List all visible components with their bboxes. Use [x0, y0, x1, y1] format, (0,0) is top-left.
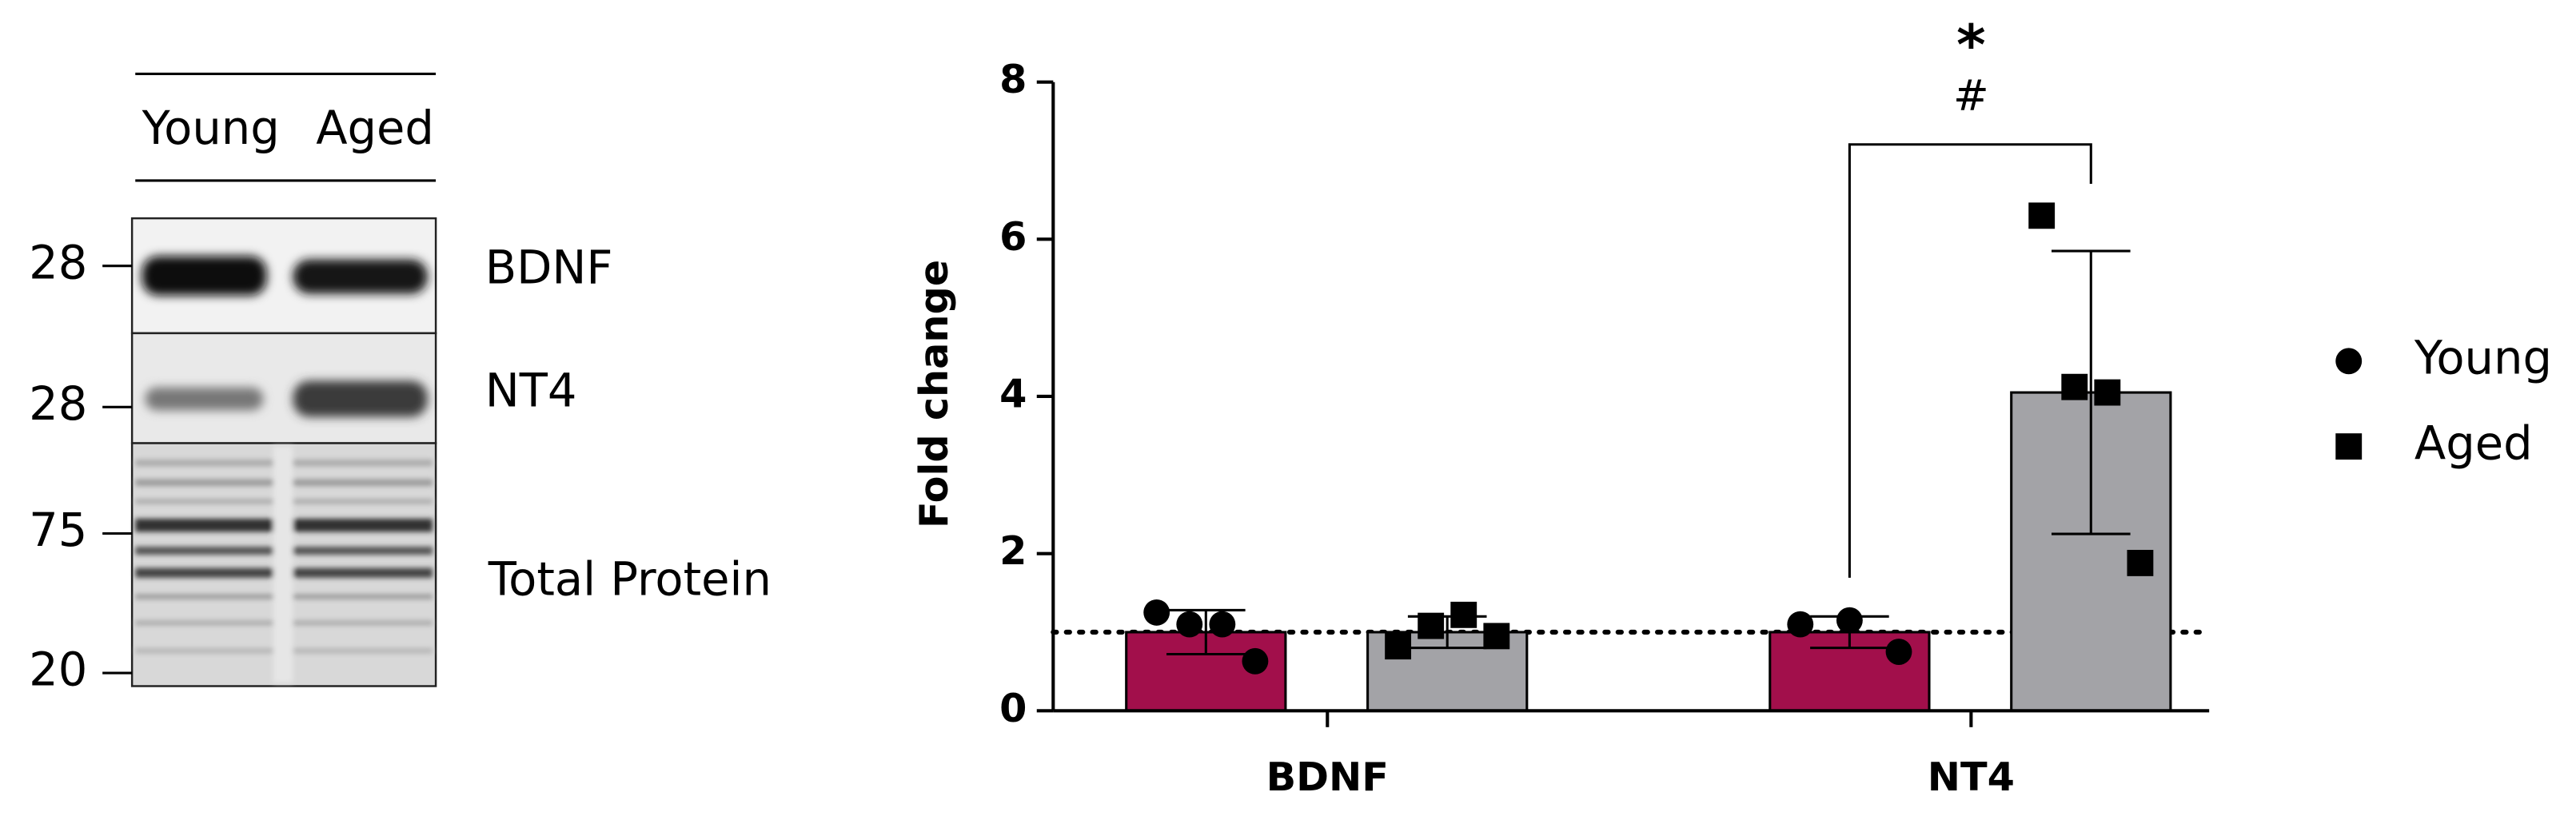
data-point: [1242, 647, 1269, 675]
lane-label: Young: [142, 102, 280, 155]
significance-bracket: [1848, 143, 2092, 578]
annotation: *: [1956, 14, 1986, 78]
data-point: [1418, 612, 1445, 639]
x-tick-label: BDNF: [1266, 754, 1389, 800]
mw-marker: 28: [29, 377, 87, 431]
western-blot: Young Aged 28 28 75 20: [29, 72, 772, 697]
legend-marker: [2335, 348, 2363, 375]
band-label: NT4: [485, 364, 577, 418]
data-point: [2028, 202, 2056, 229]
data-point: [1787, 611, 1814, 638]
annotation: #: [1953, 70, 1989, 121]
mw-marker: 28: [29, 236, 87, 289]
mw-marker: 75: [29, 504, 87, 557]
bands: [142, 256, 428, 417]
data-point: [2094, 379, 2121, 406]
data-point: [2061, 373, 2088, 400]
y-tick-label: 6: [999, 213, 1027, 260]
y-tick-label: 0: [999, 685, 1027, 731]
y-tick-label: 8: [999, 56, 1027, 102]
band-label: Total Protein: [488, 553, 772, 607]
data-point: [1450, 601, 1477, 628]
data-point: [1483, 623, 1510, 650]
legend-marker: [2335, 433, 2363, 460]
band-label: BDNF: [485, 241, 613, 294]
mw-marker: 20: [29, 643, 87, 697]
data-point: [2127, 550, 2154, 576]
data-point: [1143, 599, 1170, 626]
data-point: [1385, 633, 1412, 660]
data-point: [1209, 611, 1236, 638]
legend-label: Young: [2414, 331, 2552, 384]
lane-label: Aged: [316, 102, 434, 155]
y-tick-label: 2: [999, 527, 1027, 574]
x-tick-label: NT4: [1928, 754, 2015, 800]
y-axis-label: Fold change: [911, 260, 957, 528]
data-point: [1836, 607, 1863, 634]
legend-label: Aged: [2415, 416, 2533, 470]
total-protein-bands: [135, 446, 433, 683]
data-point: [1885, 639, 1912, 665]
data-point: [1176, 611, 1203, 638]
y-tick-label: 4: [999, 370, 1027, 416]
